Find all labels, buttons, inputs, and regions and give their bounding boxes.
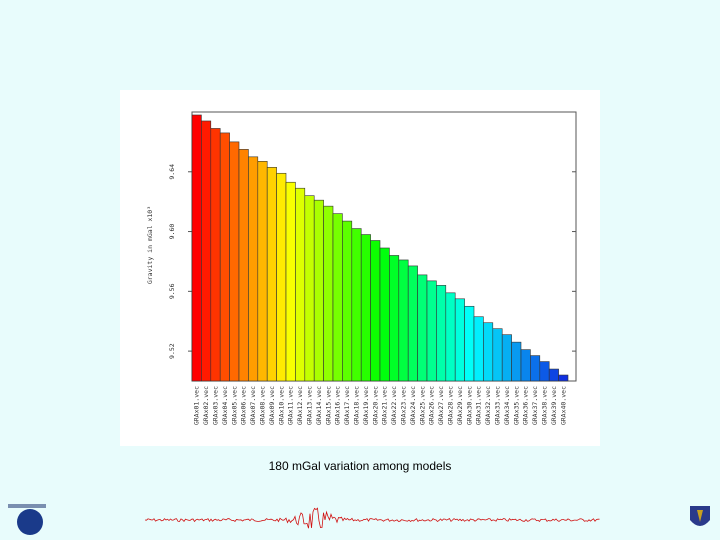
x-tick-label: GRAx30.vec: [465, 386, 473, 425]
x-tick-label: GRAx18.vec: [353, 386, 361, 425]
x-tick-label: GRAx19.vec: [362, 386, 370, 425]
x-tick-label: GRAx04.vec: [221, 386, 229, 425]
x-tick-label: GRAx32.vec: [484, 386, 492, 425]
bar: [398, 259, 409, 382]
y-tick-label: 9.52: [168, 343, 176, 359]
x-tick-label: GRAx35.vec: [512, 386, 520, 425]
bar: [238, 149, 249, 382]
x-tick-label: GRAx14.vec: [315, 386, 323, 425]
y-tick-label: 9.56: [168, 283, 176, 299]
bar: [351, 228, 362, 382]
x-tick-label: GRAx17.vec: [343, 386, 351, 425]
bar: [530, 355, 541, 382]
bar: [539, 361, 550, 382]
x-tick-label: GRAx15.vec: [324, 386, 332, 425]
bar: [295, 187, 306, 382]
x-tick-label: GRAx39.vec: [550, 386, 558, 425]
bar: [445, 292, 456, 382]
x-tick-label: GRAx05.vec: [230, 386, 238, 425]
bar: [370, 240, 381, 382]
bar: [210, 128, 221, 382]
bar: [257, 161, 268, 382]
x-tick-label: GRAx16.vec: [334, 386, 342, 425]
bar: [379, 247, 390, 382]
x-tick-label: GRAx23.vec: [400, 386, 408, 425]
x-tick-label: GRAx37.vec: [531, 386, 539, 425]
x-tick-label: GRAx40.vec: [559, 386, 567, 425]
x-tick-label: GRAx11.vec: [287, 386, 295, 425]
bar: [473, 316, 484, 382]
y-tick-label: 9.64: [168, 164, 176, 180]
bar: [229, 141, 240, 382]
x-tick-label: GRAx31.vec: [475, 386, 483, 425]
bar: [483, 322, 494, 382]
x-tick-label: GRAx38.vec: [541, 386, 549, 425]
x-tick-label: GRAx20.vec: [371, 386, 379, 425]
bar: [389, 255, 400, 382]
y-axis-label: Gravity in mGal x10³: [146, 206, 154, 284]
bar: [464, 305, 475, 382]
bar: [248, 156, 259, 382]
x-tick-label: GRAx24.vec: [409, 386, 417, 425]
x-tick-label: GRAx34.vec: [503, 386, 511, 425]
x-tick-label: GRAx26.vec: [428, 386, 436, 425]
x-tick-label: GRAx36.vec: [522, 386, 530, 425]
bar: [417, 274, 428, 382]
bar: [332, 213, 343, 382]
x-tick-label: GRAx02.vec: [202, 386, 210, 425]
bar: [501, 334, 512, 382]
bar: [454, 298, 465, 382]
x-tick-label: GRAx03.vec: [212, 386, 220, 425]
x-tick-label: GRAx07.vec: [249, 386, 257, 425]
logo-left: [8, 504, 46, 535]
bar: [219, 132, 230, 382]
x-tick-label: GRAx10.vec: [277, 386, 285, 425]
y-tick-label: 9.60: [168, 224, 176, 240]
bar: [313, 199, 324, 382]
x-tick-label: GRAx22.vec: [390, 386, 398, 425]
caption: 180 mGal variation among models: [269, 459, 452, 473]
x-tick-label: GRAx01.vec: [193, 386, 201, 425]
bar: [492, 328, 503, 382]
x-tick-label: GRAx06.vec: [240, 386, 248, 425]
bar: [342, 220, 353, 382]
bar: [266, 166, 277, 382]
x-tick-label: GRAx08.vec: [259, 386, 267, 425]
bar: [436, 285, 447, 382]
bar: [360, 234, 371, 382]
x-tick-label: GRAx29.vec: [456, 386, 464, 425]
bar: [323, 205, 334, 382]
seismogram-decoration: [144, 507, 600, 529]
bar: [558, 374, 569, 382]
bar: [511, 341, 522, 382]
x-tick-label: GRAx21.vec: [381, 386, 389, 425]
bar: [520, 349, 531, 382]
logo-right: [690, 506, 710, 526]
bar: [201, 120, 212, 382]
x-tick-label: GRAx27.vec: [437, 386, 445, 425]
x-tick-label: GRAx28.vec: [447, 386, 455, 425]
x-tick-label: GRAx12.vec: [296, 386, 304, 425]
x-tick-label: GRAx13.vec: [306, 386, 314, 425]
x-tick-label: GRAx33.vec: [494, 386, 502, 425]
bar: [407, 265, 418, 382]
x-tick-label: GRAx09.vec: [268, 386, 276, 425]
bar: [426, 280, 437, 382]
bar: [548, 368, 559, 382]
bar: [285, 181, 296, 382]
x-tick-label: GRAx25.vec: [418, 386, 426, 425]
bar: [276, 172, 287, 382]
bar: [191, 114, 202, 382]
bar: [304, 195, 315, 382]
